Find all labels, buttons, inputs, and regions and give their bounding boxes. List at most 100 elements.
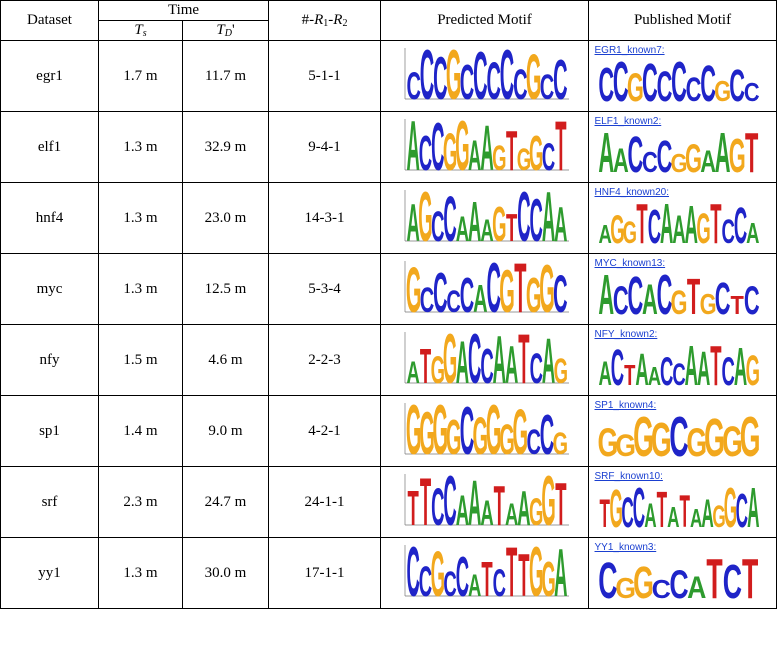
cell-replicates: 17-1-1	[268, 537, 382, 609]
logo-letter: C	[419, 45, 433, 107]
cell-replicates: 5-1-1	[268, 40, 382, 112]
logo-letter: C	[669, 412, 688, 462]
logo-letter: C	[513, 62, 527, 107]
logo-letter: A	[406, 116, 419, 178]
logo-letter: A	[504, 336, 517, 391]
logo-letter: T	[599, 491, 610, 533]
table-row: myc 1.3 m 12.5 m 5-3-4 G C C C C A C G T G G C MYC_known…	[0, 253, 778, 325]
header-r-dash: -	[328, 12, 334, 28]
logo-letter: G	[485, 400, 501, 462]
cell-dataset: elf1	[0, 111, 99, 183]
logo-letter: G	[492, 196, 506, 249]
logo-letter: A	[667, 502, 679, 533]
logo-letter: T	[481, 551, 492, 604]
cell-td: 12.5 m	[181, 253, 270, 325]
published-motif: YY1_known3: C G G C C A T C T	[595, 541, 771, 605]
logo-letter: T	[710, 341, 721, 391]
logo-letter: G	[686, 421, 707, 462]
logo-letter: C	[733, 199, 746, 249]
header-td-prime: '	[231, 22, 235, 38]
logo-letter: G	[442, 329, 456, 391]
published-motif-link[interactable]: HNF4_known20:	[594, 187, 669, 198]
logo-letter: A	[647, 362, 660, 391]
cell-dataset: hnf4	[0, 182, 99, 254]
logo-letter: T	[419, 338, 430, 391]
logo-letter: C	[651, 574, 670, 603]
logo-letter: C	[499, 45, 513, 107]
logo-letter: G	[492, 137, 506, 177]
cell-published-motif: YY1_known3: C G G C C A T C T	[588, 537, 778, 609]
header-td-main: T	[216, 22, 225, 38]
logo-letter: C	[656, 131, 672, 178]
logo-letter: C	[418, 557, 431, 604]
cell-replicates: 14-3-1	[268, 182, 382, 254]
published-motif: SP1_known4: G G G G C G G G G	[595, 399, 771, 463]
published-motif-link[interactable]: ELF1_known2:	[594, 116, 662, 127]
logo-letter: C	[492, 561, 505, 604]
logo-letter: C	[459, 56, 473, 107]
logo-letter: C	[632, 483, 644, 533]
logo-letter: T	[656, 483, 666, 533]
logo-letter: C	[685, 71, 701, 107]
logo-letter: C	[721, 349, 734, 391]
logo-letter: C	[656, 63, 672, 107]
published-motif: ELF1_known2: A A C C C G G A A G T	[595, 115, 771, 179]
cell-replicates: 4-2-1	[268, 395, 382, 467]
published-motif-link[interactable]: MYC_known13:	[594, 258, 666, 269]
logo-letter: G	[499, 258, 515, 320]
logo-letter: G	[432, 400, 448, 462]
logo-letter: C	[729, 60, 745, 107]
logo-letter: A	[684, 199, 697, 249]
logo-letter: C	[642, 147, 658, 178]
logo-letter: C	[612, 278, 628, 320]
cell-td: 24.7 m	[181, 466, 270, 538]
logo-letter: G	[712, 500, 725, 533]
header-td-sub: D	[224, 28, 232, 39]
logo-letter: G	[512, 400, 528, 462]
logo-letter: A	[554, 542, 567, 604]
logo-letter: C	[642, 57, 658, 107]
logo-letter: T	[636, 199, 647, 249]
logo-letter: A	[504, 496, 517, 533]
logo-letter: A	[492, 329, 505, 391]
published-motif-link[interactable]: NFY_known2:	[594, 329, 658, 340]
logo-letter: C	[539, 405, 553, 462]
logo-letter: T	[679, 487, 689, 533]
logo-letter: C	[517, 187, 530, 249]
logo-letter: T	[745, 128, 758, 178]
logo-letter: A	[598, 128, 614, 178]
logo-letter: C	[443, 563, 456, 603]
logo-letter: C	[660, 349, 673, 391]
cell-published-motif: SP1_known4: G G G G C G G G G	[588, 395, 778, 467]
logo-letter: A	[517, 480, 530, 533]
logo-letter: A	[598, 354, 611, 391]
logo-letter: C	[431, 116, 444, 178]
published-motif-link[interactable]: SP1_known4:	[594, 400, 657, 411]
logo-letter: C	[721, 212, 734, 249]
published-motif-link[interactable]: SRF_known10:	[594, 471, 663, 482]
header-published-motif: Published Motif	[588, 0, 778, 41]
published-motif-link[interactable]: EGR1_known7:	[594, 45, 665, 56]
cell-replicates: 2-2-3	[268, 324, 382, 396]
cell-ts: 1.3 m	[98, 182, 183, 254]
published-motif-link[interactable]: YY1_known3:	[594, 542, 657, 553]
cell-td: 9.0 m	[181, 395, 270, 467]
logo-letter: A	[733, 341, 746, 391]
logo-letter: A	[598, 270, 614, 320]
header-r1-sub: 1	[323, 18, 329, 29]
logo-letter: A	[541, 187, 554, 249]
cell-replicates: 24-1-1	[268, 466, 382, 538]
logo-letter: G	[405, 400, 421, 462]
header-r2-sub: 2	[342, 18, 348, 29]
